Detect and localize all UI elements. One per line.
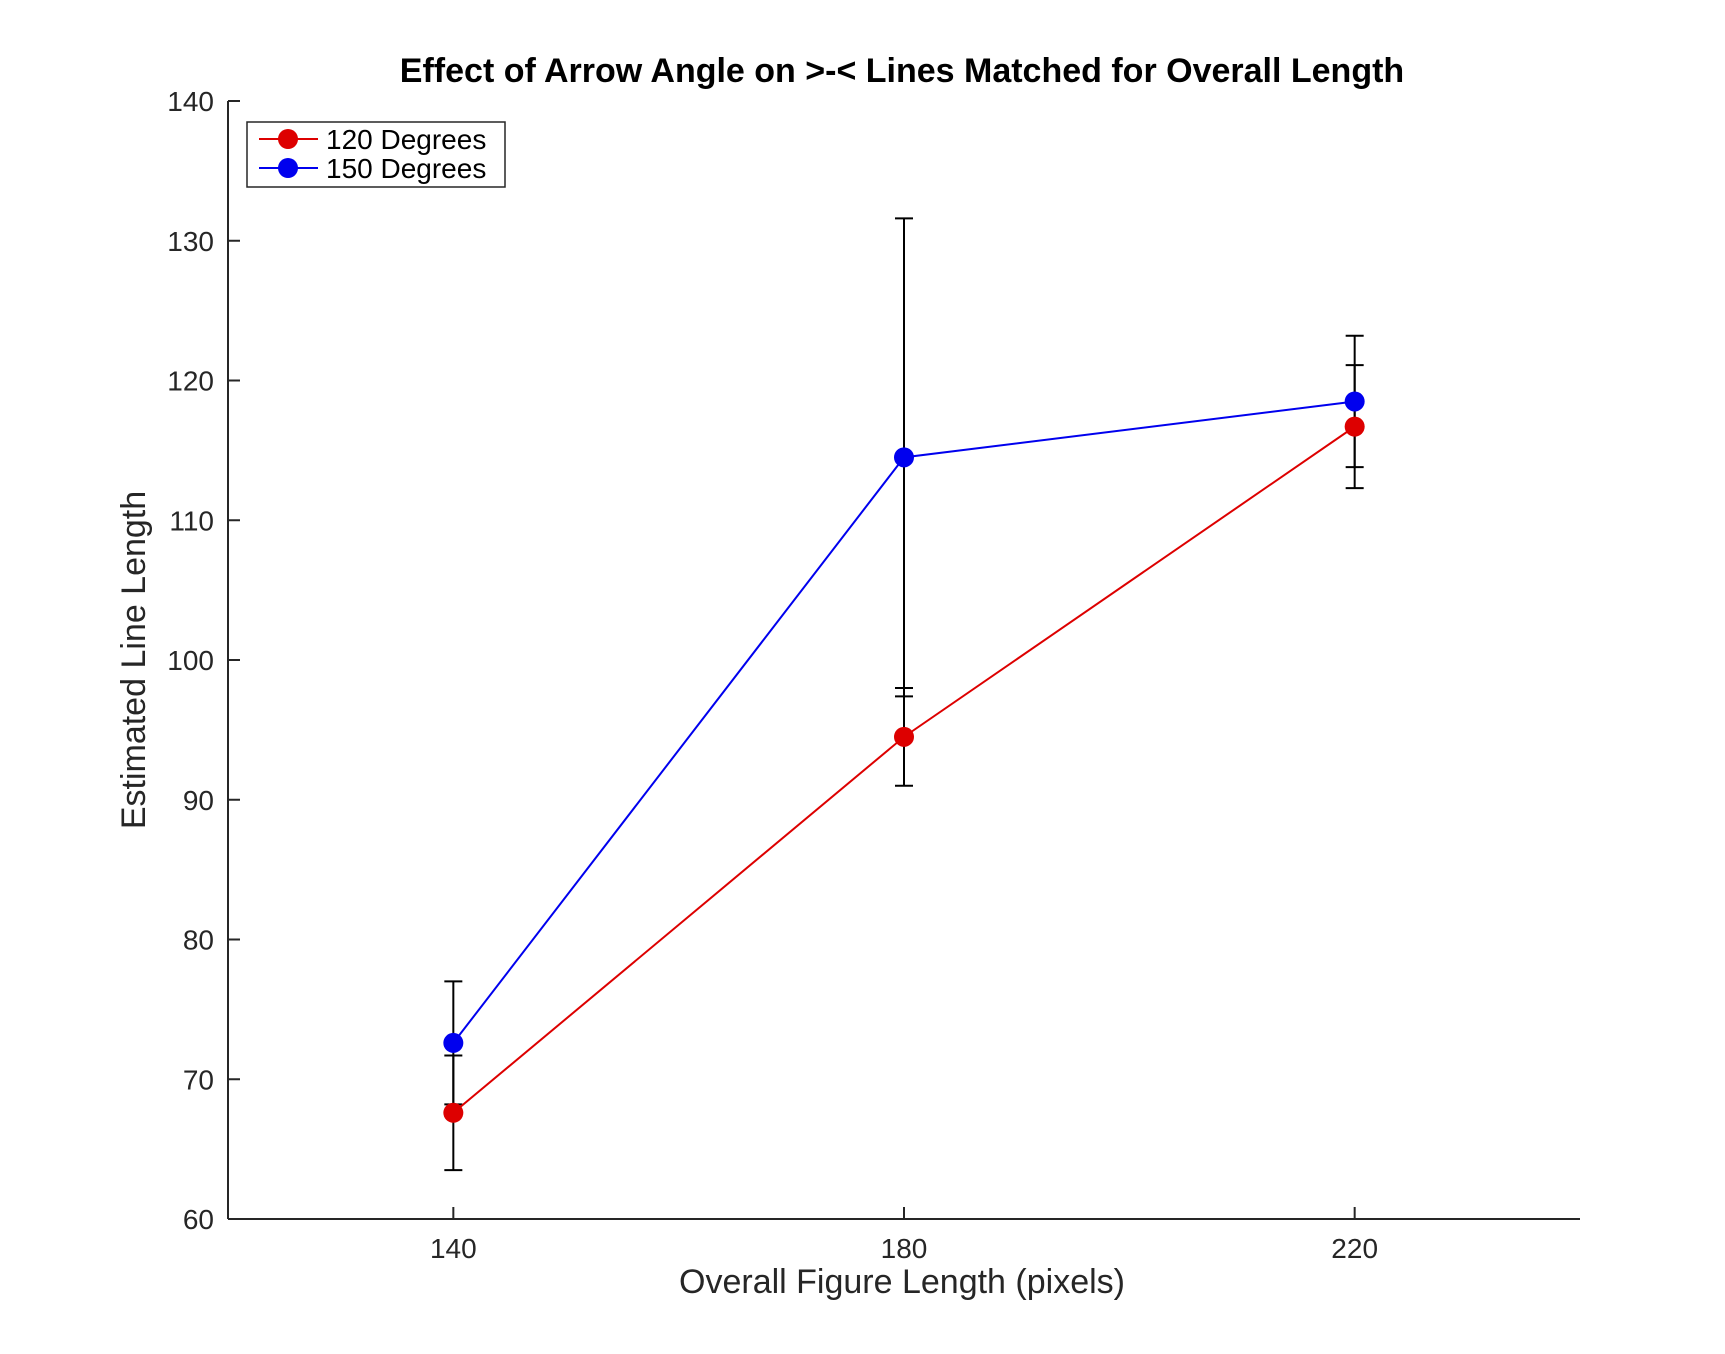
y-tick-label: 120 [167,366,214,397]
chart-title: Effect of Arrow Angle on >-< Lines Match… [400,52,1404,90]
y-ticks: 60 70 80 90 100 110 120 130 140 [167,86,240,1235]
y-tick-label: 130 [167,226,214,257]
y-tick-label: 90 [183,785,214,816]
data-point [1344,391,1365,412]
x-tick-label: 180 [881,1233,928,1264]
y-tick-label: 70 [183,1064,214,1095]
series-1 [443,416,1365,1123]
data-point [894,726,914,747]
x-tick-label: 220 [1331,1233,1378,1264]
legend-marker [278,129,298,149]
y-tick-label: 110 [169,505,214,536]
y-tick-label: 100 [167,645,214,676]
legend-label: 120 Degrees [326,124,486,155]
x-axis-label: Overall Figure Length (pixels) [679,1263,1125,1301]
y-tick-label: 60 [183,1204,214,1235]
y-axis-label: Estimated Line Length [115,491,153,829]
data-point [1344,416,1365,437]
series-2 [443,391,1365,1053]
error-bars-series-2 [444,217,1364,1106]
x-tick-label: 140 [430,1233,477,1264]
y-tick-label: 140 [167,86,214,117]
y-tick-label: 80 [183,925,214,956]
data-point [443,1102,464,1123]
data-point [443,1032,464,1053]
legend-label: 150 Degrees [326,153,486,184]
legend-marker [278,158,298,178]
x-ticks: 140 180 220 [430,1207,1378,1264]
data-point [894,447,914,468]
series-layer [443,217,1365,1172]
